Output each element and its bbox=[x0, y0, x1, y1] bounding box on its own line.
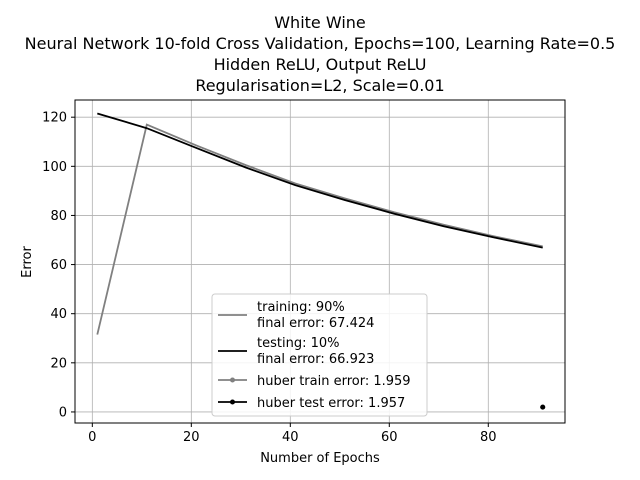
plot-frame bbox=[74, 99, 566, 424]
title-line-3: Hidden ReLU, Output ReLU bbox=[214, 55, 427, 74]
x-tick-label: 40 bbox=[282, 430, 299, 445]
legend-label-training: training: 90% bbox=[257, 300, 345, 315]
legend-label-training-final: final error: 67.424 bbox=[257, 316, 374, 331]
x-tick-label: 20 bbox=[183, 430, 200, 445]
legend: training: 90% final error: 67.424 testin… bbox=[211, 293, 428, 417]
x-tick-label: 80 bbox=[480, 430, 497, 445]
y-tick-label: 20 bbox=[50, 356, 67, 371]
y-tick-label: 80 bbox=[50, 209, 67, 224]
series-line-0 bbox=[96, 123, 543, 335]
legend-marker-huber-test bbox=[230, 399, 235, 405]
y-tick-label: 0 bbox=[59, 405, 67, 420]
x-axis-label: Number of Epochs bbox=[260, 451, 380, 466]
chart-title: White Wine Neural Network 10-fold Cross … bbox=[25, 13, 616, 95]
y-tick-label: 100 bbox=[42, 160, 67, 175]
legend-label-testing-final: final error: 66.923 bbox=[257, 352, 374, 367]
y-tick-label: 60 bbox=[50, 258, 67, 273]
title-line-2: Neural Network 10-fold Cross Validation,… bbox=[25, 34, 616, 53]
legend-label-testing: testing: 10% bbox=[257, 336, 339, 351]
axis-ticks: 0 20 40 60 80 0 20 40 60 80 100 120 bbox=[42, 111, 496, 445]
legend-label-huber-train: huber train error: 1.959 bbox=[257, 374, 411, 389]
title-line-4: Regularisation=L2, Scale=0.01 bbox=[195, 76, 444, 95]
y-tick-label: 120 bbox=[42, 111, 67, 126]
series-line-1 bbox=[97, 112, 543, 249]
y-axis-label: Error bbox=[20, 246, 35, 278]
legend-box bbox=[211, 293, 428, 417]
x-tick-label: 60 bbox=[381, 430, 398, 445]
title-line-1: White Wine bbox=[274, 13, 366, 32]
series-lines bbox=[96, 112, 546, 410]
legend-label-huber-test: huber test error: 1.957 bbox=[257, 396, 405, 411]
x-tick-label: 0 bbox=[88, 430, 96, 445]
series-marker-3 bbox=[540, 404, 546, 410]
y-tick-label: 40 bbox=[50, 307, 67, 322]
legend-marker-huber-train bbox=[230, 377, 235, 383]
